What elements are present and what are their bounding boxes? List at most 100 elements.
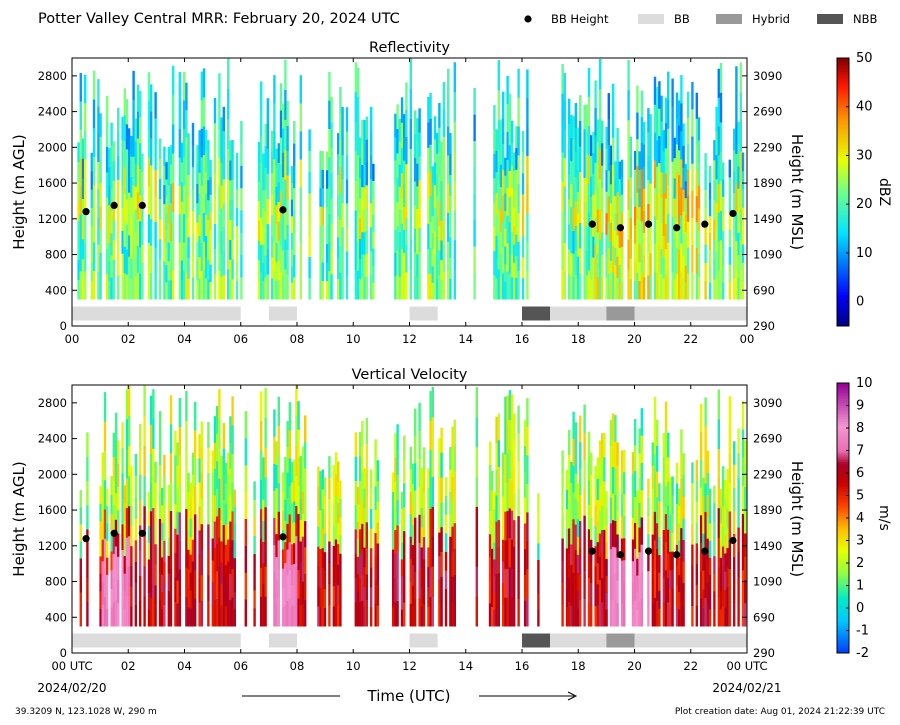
- x-tick-label: 20: [627, 332, 642, 346]
- colorbar: -2 -1 0 1 2 3 4 5 6 7 8 9 10 m/s: [836, 376, 892, 661]
- y-tick-label: 2800: [38, 396, 67, 410]
- y-tick-label: 1600: [38, 503, 67, 517]
- bb-height-point: [729, 209, 737, 218]
- x-tick-label: 18: [571, 332, 586, 346]
- y-tick-label: 2000: [38, 467, 67, 481]
- legend-swatch-hybrid: [716, 14, 742, 24]
- bb-type-bar-bb: [409, 306, 438, 321]
- plot-frame: [71, 384, 748, 654]
- figure-title: Potter Valley Central MRR: February 20, …: [38, 11, 400, 27]
- location-label: 39.3209 N, 123.1028 W, 290 m: [15, 707, 157, 717]
- y-tick-label: 1200: [38, 539, 67, 553]
- x-tick-label: 00: [740, 332, 755, 346]
- y-axis-label: Height (m AGL): [10, 461, 28, 576]
- y-tick-label: 2400: [38, 105, 67, 119]
- y-right-tick-label: 3090: [753, 69, 782, 83]
- colorbar-tick-label: -1: [856, 624, 869, 639]
- x-tick-label: 08: [290, 659, 305, 673]
- colorbar-tick-label: 10: [856, 376, 873, 391]
- y-right-tick-label: 2690: [753, 105, 782, 119]
- y-tick-label: 0: [60, 646, 67, 660]
- bb-type-bar-bb: [550, 306, 607, 321]
- y-tick-label: 2400: [38, 432, 67, 446]
- x-axis-label: Time (UTC): [367, 687, 451, 705]
- bb-type-bar-bb: [268, 633, 297, 648]
- colorbar-tick-label: -2: [856, 646, 869, 661]
- bb-type-bar-nbb: [522, 633, 551, 648]
- bb-type-bar-bb: [72, 306, 241, 321]
- bb-height-point: [644, 220, 653, 228]
- colorbar-tick-label: 8: [856, 421, 864, 436]
- y-tick-label: 2800: [38, 69, 67, 83]
- bb-height-point: [110, 529, 118, 537]
- x-tick-label: 04: [177, 659, 192, 673]
- y-tick-label: 2000: [38, 140, 67, 154]
- x-tick-label: 16: [515, 659, 530, 673]
- bb-height-point: [279, 533, 287, 541]
- panel-title: Vertical Velocity: [352, 367, 468, 383]
- radar-field: [77, 58, 745, 300]
- bb-height-point: [673, 224, 681, 232]
- y-axis-label-right: Height (m MSL): [788, 461, 806, 577]
- bb-type-bars: [72, 306, 747, 321]
- colorbar-tick-label: 6: [856, 466, 864, 481]
- y-tick-label: 400: [45, 283, 67, 297]
- y-tick-label: 1600: [38, 176, 67, 190]
- x-tick-label: 00: [65, 332, 80, 346]
- radar-field: [79, 385, 747, 627]
- y-right-tick-label: 290: [753, 646, 775, 660]
- colorbar-tick-label: 4: [856, 511, 864, 526]
- end-date: 2024/02/21: [712, 681, 781, 695]
- colorbar-tick-label: 0: [856, 601, 864, 616]
- y-tick-label: 800: [45, 248, 67, 262]
- bb-type-bars: [72, 633, 747, 648]
- x-tick-label: 10: [346, 659, 361, 673]
- x-tick-label: 02: [121, 659, 136, 673]
- bb-height-point: [110, 201, 118, 209]
- legend-label-bb: BB: [674, 12, 690, 26]
- legend-swatch-nbb: [817, 14, 843, 24]
- y-right-tick-label: 1490: [753, 212, 782, 226]
- y-axis-label-right: Height (m MSL): [788, 134, 806, 250]
- bb-height-point: [588, 547, 596, 555]
- y-right-tick-label: 690: [753, 610, 775, 624]
- x-tick-label: 14: [458, 332, 473, 346]
- bb-height-point: [701, 547, 709, 555]
- x-tick-label: 00 UTC: [51, 659, 92, 673]
- legend-label-hybrid: Hybrid: [752, 12, 790, 26]
- bb-height-point: [616, 224, 625, 232]
- bb-height-point: [82, 535, 90, 543]
- bb-height-point: [279, 206, 287, 214]
- y-right-tick-label: 1890: [753, 503, 782, 517]
- x-tick-label: 16: [515, 332, 530, 346]
- bb-type-bar-nbb: [522, 306, 551, 321]
- x-tick-label: 02: [121, 332, 136, 346]
- bb-type-bar-bb: [409, 633, 438, 648]
- x-tick-label: 06: [233, 332, 248, 346]
- colorbar-label: m/s: [876, 505, 892, 531]
- legend-swatch-bb: [638, 14, 664, 24]
- x-tick-label: 04: [177, 332, 192, 346]
- colorbar-tick-label: 7: [856, 444, 864, 459]
- colorbar-tick-label: 5: [856, 489, 864, 504]
- x-tick-label: 06: [233, 659, 248, 673]
- y-tick-label: 400: [45, 610, 67, 624]
- bb-type-bar-bb: [634, 306, 747, 321]
- y-right-tick-label: 1090: [753, 575, 782, 589]
- y-right-tick-label: 1090: [753, 248, 782, 262]
- y-right-tick-label: 2290: [753, 140, 782, 154]
- y-right-tick-label: 2690: [753, 432, 782, 446]
- x-tick-label: 22: [683, 659, 698, 673]
- y-axis-label: Height (m AGL): [10, 134, 28, 249]
- bb-height-point: [644, 547, 653, 555]
- x-tick-label: 22: [683, 332, 698, 346]
- colorbar-tick-label: 9: [856, 399, 864, 414]
- y-right-tick-label: 690: [753, 283, 775, 297]
- x-tick-label: 20: [627, 659, 642, 673]
- bb-type-bar-bb: [634, 633, 747, 648]
- start-date: 2024/02/20: [37, 681, 106, 695]
- colorbar-tick-label: 40: [856, 100, 873, 115]
- colorbar-tick-label: 2: [856, 556, 864, 571]
